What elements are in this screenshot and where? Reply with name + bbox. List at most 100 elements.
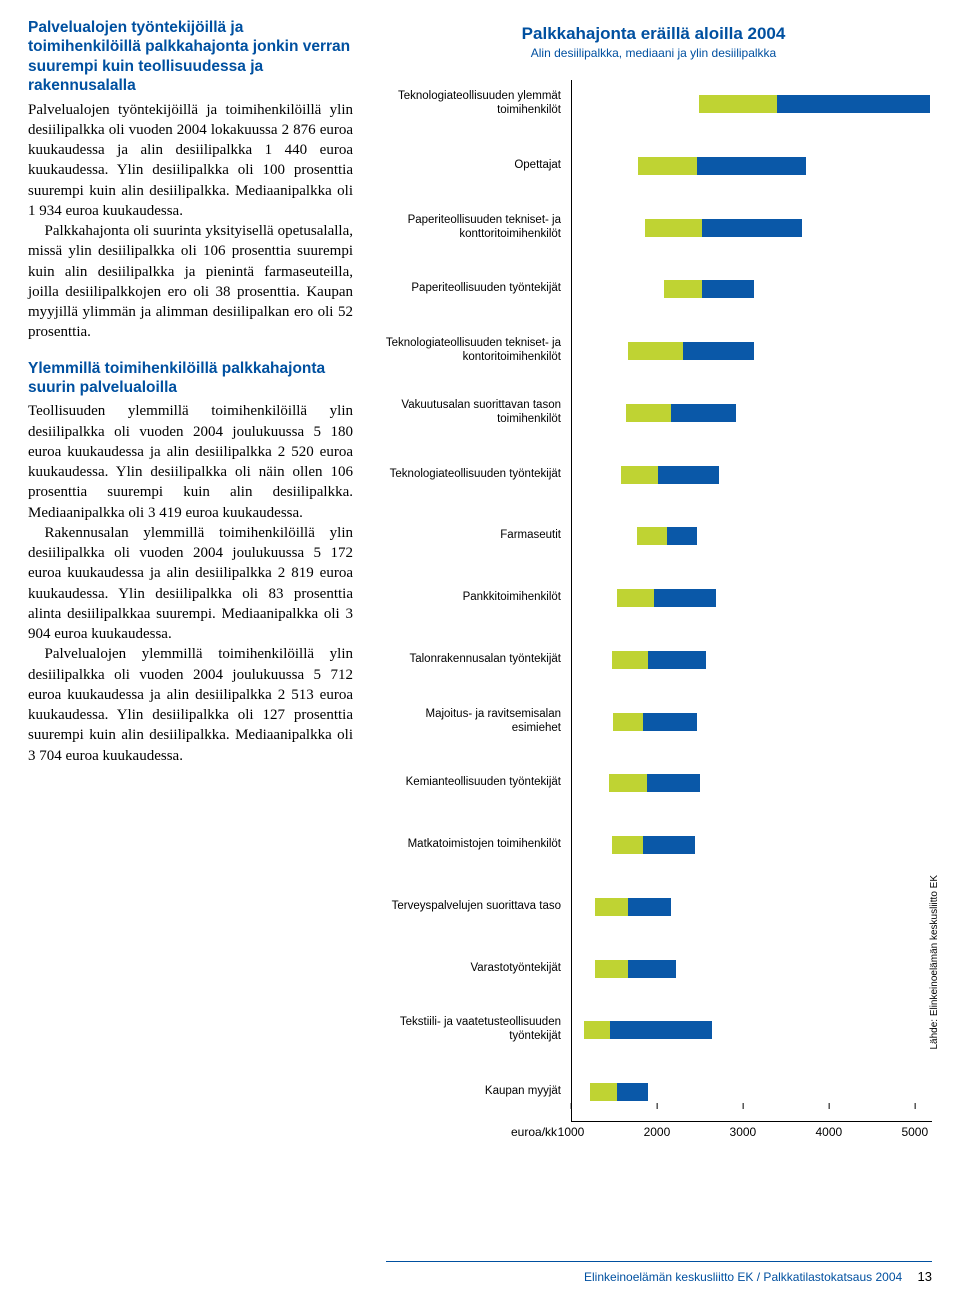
row-bar	[567, 1083, 932, 1101]
bar-low-to-median	[612, 836, 642, 854]
bar-median-to-high	[654, 589, 717, 607]
row-bar	[567, 404, 932, 422]
x-tick: 2000	[644, 1125, 671, 1139]
chart-row: Farmaseutit	[375, 518, 932, 554]
row-label: Varastotyöntekijät	[375, 962, 567, 976]
row-label: Paperiteollisuuden työntekijät	[375, 282, 567, 296]
page-number: 13	[918, 1269, 932, 1284]
bar-median-to-high	[777, 95, 930, 113]
sec2-p2: Rakennusalan ylemmillä toimihenkilöillä …	[28, 523, 353, 645]
chart-row: Matkatoimistojen toimihenkilöt	[375, 827, 932, 863]
chart-row: Teknologiateollisuuden työntekijät	[375, 457, 932, 493]
row-bar	[567, 774, 932, 792]
bar-median-to-high	[667, 527, 697, 545]
x-tick: 3000	[730, 1125, 757, 1139]
chart-row: Kaupan myyjät	[375, 1074, 932, 1110]
chart-row: Teknologiateollisuuden tekniset- ja kont…	[375, 333, 932, 369]
section2-title: Ylemmillä toimihenkilöillä palkkahajonta…	[28, 359, 353, 398]
bar-median-to-high	[671, 404, 736, 422]
bar-median-to-high	[643, 713, 697, 731]
sec1-p1: Palvelualojen työntekijöillä ja toimihen…	[28, 100, 353, 222]
row-bar	[567, 157, 932, 175]
x-tick: 4000	[815, 1125, 842, 1139]
chart-row: Terveyspalvelujen suorittava taso	[375, 889, 932, 925]
bar-median-to-high	[643, 836, 695, 854]
row-label: Paperiteollisuuden tekniset- ja konttori…	[375, 214, 567, 242]
bar-low-to-median	[613, 713, 643, 731]
bar-low-to-median	[617, 589, 654, 607]
chart-title: Palkkahajonta eräillä aloilla 2004	[375, 24, 932, 44]
row-bar	[567, 527, 932, 545]
row-label: Opettajat	[375, 159, 567, 173]
chart-row: Paperiteollisuuden tekniset- ja konttori…	[375, 210, 932, 246]
x-axis-label: euroa/kk	[511, 1125, 557, 1139]
row-label: Majoitus- ja ravitsemisalan esimiehet	[375, 708, 567, 736]
row-bar	[567, 713, 932, 731]
row-label: Kemianteollisuuden työntekijät	[375, 776, 567, 790]
sec2-p3: Palvelualojen ylemmillä toimihenkilöillä…	[28, 644, 353, 766]
bar-low-to-median	[699, 95, 777, 113]
row-bar	[567, 219, 932, 237]
bar-low-to-median	[595, 960, 628, 978]
page-footer: Elinkeinoelämän keskusliitto EK / Palkka…	[584, 1269, 932, 1284]
bar-median-to-high	[658, 466, 719, 484]
row-label: Vakuutusalan suorittavan tason toimihenk…	[375, 399, 567, 427]
bar-median-to-high	[683, 342, 754, 360]
row-label: Teknologiateollisuuden tekniset- ja kont…	[375, 337, 567, 365]
bar-low-to-median	[645, 219, 701, 237]
chart-row: Talonrakennusalan työntekijät	[375, 642, 932, 678]
bar-low-to-median	[626, 404, 671, 422]
chart-x-axis: euroa/kk 10002000300040005000	[571, 1122, 932, 1152]
bar-median-to-high	[628, 898, 671, 916]
x-tick: 5000	[901, 1125, 928, 1139]
bar-low-to-median	[637, 527, 667, 545]
row-label: Matkatoimistojen toimihenkilöt	[375, 838, 567, 852]
chart-source: Lähde: Elinkeinoelämän keskusliitto EK	[929, 875, 940, 1050]
bar-median-to-high	[697, 157, 806, 175]
bar-low-to-median	[609, 774, 647, 792]
row-bar	[567, 1021, 932, 1039]
x-tick: 1000	[558, 1125, 585, 1139]
row-bar	[567, 466, 932, 484]
bar-median-to-high	[610, 1021, 712, 1039]
chart-row: Pankkitoimihenkilöt	[375, 580, 932, 616]
chart-row: Opettajat	[375, 148, 932, 184]
bar-low-to-median	[590, 1083, 617, 1101]
section1-body: Palvelualojen työntekijöillä ja toimihen…	[28, 100, 353, 343]
range-bar-chart: Teknologiateollisuuden ylemmät toimihenk…	[375, 80, 932, 1170]
row-label: Farmaseutit	[375, 529, 567, 543]
row-bar	[567, 589, 932, 607]
row-bar	[567, 836, 932, 854]
row-label: Terveyspalvelujen suorittava taso	[375, 900, 567, 914]
bar-median-to-high	[702, 280, 754, 298]
section2-body: Teollisuuden ylemmillä toimihenkilöillä …	[28, 401, 353, 766]
chart-subtitle: Alin desiilipalkka, mediaani ja ylin des…	[375, 46, 932, 60]
chart-row: Majoitus- ja ravitsemisalan esimiehet	[375, 704, 932, 740]
bar-median-to-high	[648, 651, 706, 669]
chart-row: Tekstiili- ja vaatetusteollisuuden työnt…	[375, 1012, 932, 1048]
chart-row: Kemianteollisuuden työntekijät	[375, 765, 932, 801]
bar-low-to-median	[621, 466, 658, 484]
row-label: Teknologiateollisuuden ylemmät toimihenk…	[375, 90, 567, 118]
bar-low-to-median	[612, 651, 648, 669]
row-label: Talonrakennusalan työntekijät	[375, 653, 567, 667]
row-bar	[567, 95, 932, 113]
bar-low-to-median	[628, 342, 683, 360]
row-label: Pankkitoimihenkilöt	[375, 591, 567, 605]
bar-low-to-median	[595, 898, 628, 916]
row-label: Kaupan myyjät	[375, 1085, 567, 1099]
footer-text: Elinkeinoelämän keskusliitto EK / Palkka…	[584, 1270, 902, 1284]
row-bar	[567, 651, 932, 669]
bar-low-to-median	[638, 157, 697, 175]
footer-rule	[386, 1261, 932, 1262]
row-label: Tekstiili- ja vaatetusteollisuuden työnt…	[375, 1016, 567, 1044]
chart-row: Teknologiateollisuuden ylemmät toimihenk…	[375, 86, 932, 122]
chart-row: Vakuutusalan suorittavan tason toimihenk…	[375, 395, 932, 431]
bar-low-to-median	[584, 1021, 610, 1039]
bar-median-to-high	[647, 774, 700, 792]
bar-low-to-median	[664, 280, 701, 298]
chart-row: Paperiteollisuuden työntekijät	[375, 271, 932, 307]
chart-row: Varastotyöntekijät	[375, 951, 932, 987]
bar-median-to-high	[617, 1083, 648, 1101]
row-bar	[567, 898, 932, 916]
